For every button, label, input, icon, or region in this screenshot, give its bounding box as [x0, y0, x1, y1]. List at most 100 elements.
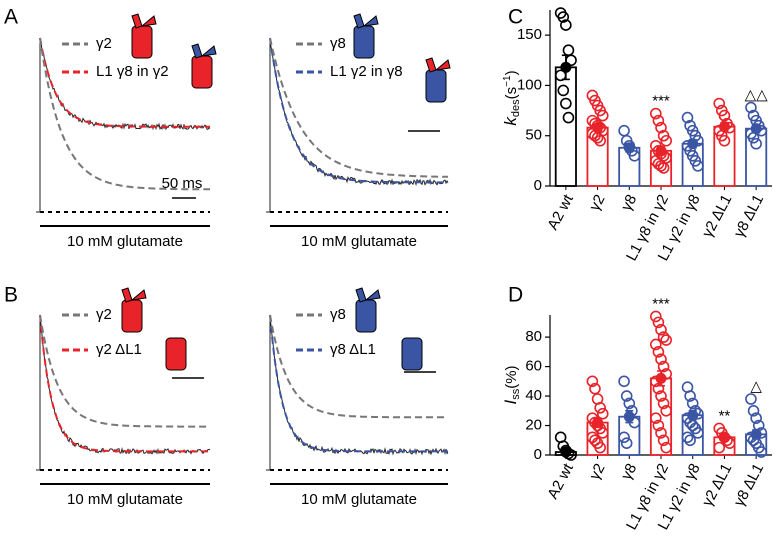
data-point: [596, 407, 609, 420]
mean-point: [655, 372, 667, 384]
data-point: [684, 434, 696, 447]
y-tick-label: 20: [525, 416, 542, 433]
x-tick-label: γ8: [618, 461, 640, 483]
bar: [554, 66, 577, 187]
legend-label: γ2: [96, 35, 112, 52]
y-axis-label: Iss(%): [501, 365, 521, 404]
receptor-icon: [355, 287, 381, 303]
trace-fit: [269, 37, 448, 184]
mean-point: [623, 411, 635, 423]
y-axis-label-part: (%): [503, 365, 520, 388]
data-point: [649, 412, 662, 424]
mean-point: [655, 145, 667, 157]
annotation: △: [750, 378, 762, 395]
data-point: [652, 419, 665, 432]
data-point: [718, 109, 731, 122]
data-point: [713, 441, 726, 454]
x-tick-label: γ2: [586, 192, 608, 214]
trace-fit: [39, 314, 210, 453]
y-axis-label: kdes(s−1): [501, 70, 521, 125]
data-point: [594, 402, 606, 414]
receptor-icon: [121, 299, 143, 333]
mean-point: [687, 409, 699, 421]
data-point: [686, 397, 699, 410]
annotation: △△: [745, 87, 769, 104]
y-axis-label-part: ss: [510, 388, 522, 400]
panel-label: D: [508, 284, 523, 307]
receptor-icon: [165, 337, 187, 371]
data-point: [745, 101, 757, 114]
trace-reference: [39, 314, 210, 428]
data-point: [562, 44, 575, 57]
stimulus-label: 10 mM glutamate: [301, 233, 417, 250]
data-point: [745, 393, 757, 405]
mean-point: [718, 431, 730, 443]
trace-fit: [39, 37, 210, 128]
mean-point: [592, 417, 604, 429]
receptor-icon: [353, 25, 375, 59]
data-point: [560, 97, 572, 110]
data-point: [649, 310, 662, 323]
panel-label: A: [4, 6, 18, 29]
data-point: [692, 160, 704, 172]
x-tick-label: A2 wt: [544, 460, 577, 502]
stimulus-label: 10 mM glutamate: [301, 491, 417, 508]
data-point: [618, 124, 630, 137]
data-point: [562, 111, 575, 124]
data-point: [750, 412, 762, 424]
data-point: [713, 97, 726, 110]
receptor-icon: [191, 55, 213, 89]
y-axis-label-part: I: [501, 400, 520, 405]
y-tick-label: 100: [517, 76, 542, 93]
annotation: ***: [652, 295, 670, 312]
receptor-icon: [401, 337, 423, 371]
data-point: [655, 427, 667, 439]
stimulus-label: 10 mM glutamate: [67, 491, 183, 508]
trace-reference: [269, 314, 448, 419]
data-point: [652, 316, 665, 329]
data-point: [660, 441, 673, 454]
x-tick-label: γ8 ΔL1: [731, 461, 768, 510]
legend-label: γ8 ΔL1: [330, 341, 376, 358]
legend-label: γ8: [330, 306, 346, 323]
mean-point: [718, 121, 730, 133]
data-point: [655, 323, 667, 336]
data-point: [681, 431, 694, 444]
data-point: [586, 375, 599, 388]
legend-label: γ2: [96, 306, 112, 323]
trace-fit: [269, 314, 448, 453]
mean-point: [592, 122, 604, 134]
mean-point: [750, 123, 762, 135]
legend-label: γ8: [330, 35, 346, 52]
receptor-icon: [355, 299, 377, 333]
data-point: [747, 404, 760, 417]
data-point: [657, 434, 670, 447]
data-point: [655, 390, 667, 402]
data-point: [618, 375, 630, 388]
legend-label: L1 γ2 in γ8: [330, 63, 403, 80]
y-tick-label: 50: [525, 127, 542, 144]
data-point: [652, 382, 665, 395]
data-point: [589, 382, 601, 395]
receptor-icon: [353, 13, 379, 29]
y-axis-label-part: (s: [503, 87, 520, 100]
scale-bar-label: 50 ms: [162, 175, 203, 192]
x-tick-label: A2 wt: [544, 191, 577, 233]
receptor-icon: [425, 69, 447, 103]
receptor-icon: [131, 25, 153, 59]
data-point: [560, 19, 572, 31]
data-point: [557, 84, 570, 97]
data-point: [750, 137, 762, 150]
data-point: [649, 107, 662, 120]
data-point: [660, 404, 673, 417]
annotation: **: [719, 407, 731, 424]
y-tick-label: 40: [525, 387, 542, 404]
data-point: [652, 114, 665, 127]
data-point: [660, 134, 673, 147]
data-point: [594, 134, 606, 147]
receptor-icon: [425, 57, 451, 73]
y-tick-label: 80: [525, 328, 542, 345]
data-point: [652, 346, 665, 358]
mean-point: [560, 61, 572, 73]
